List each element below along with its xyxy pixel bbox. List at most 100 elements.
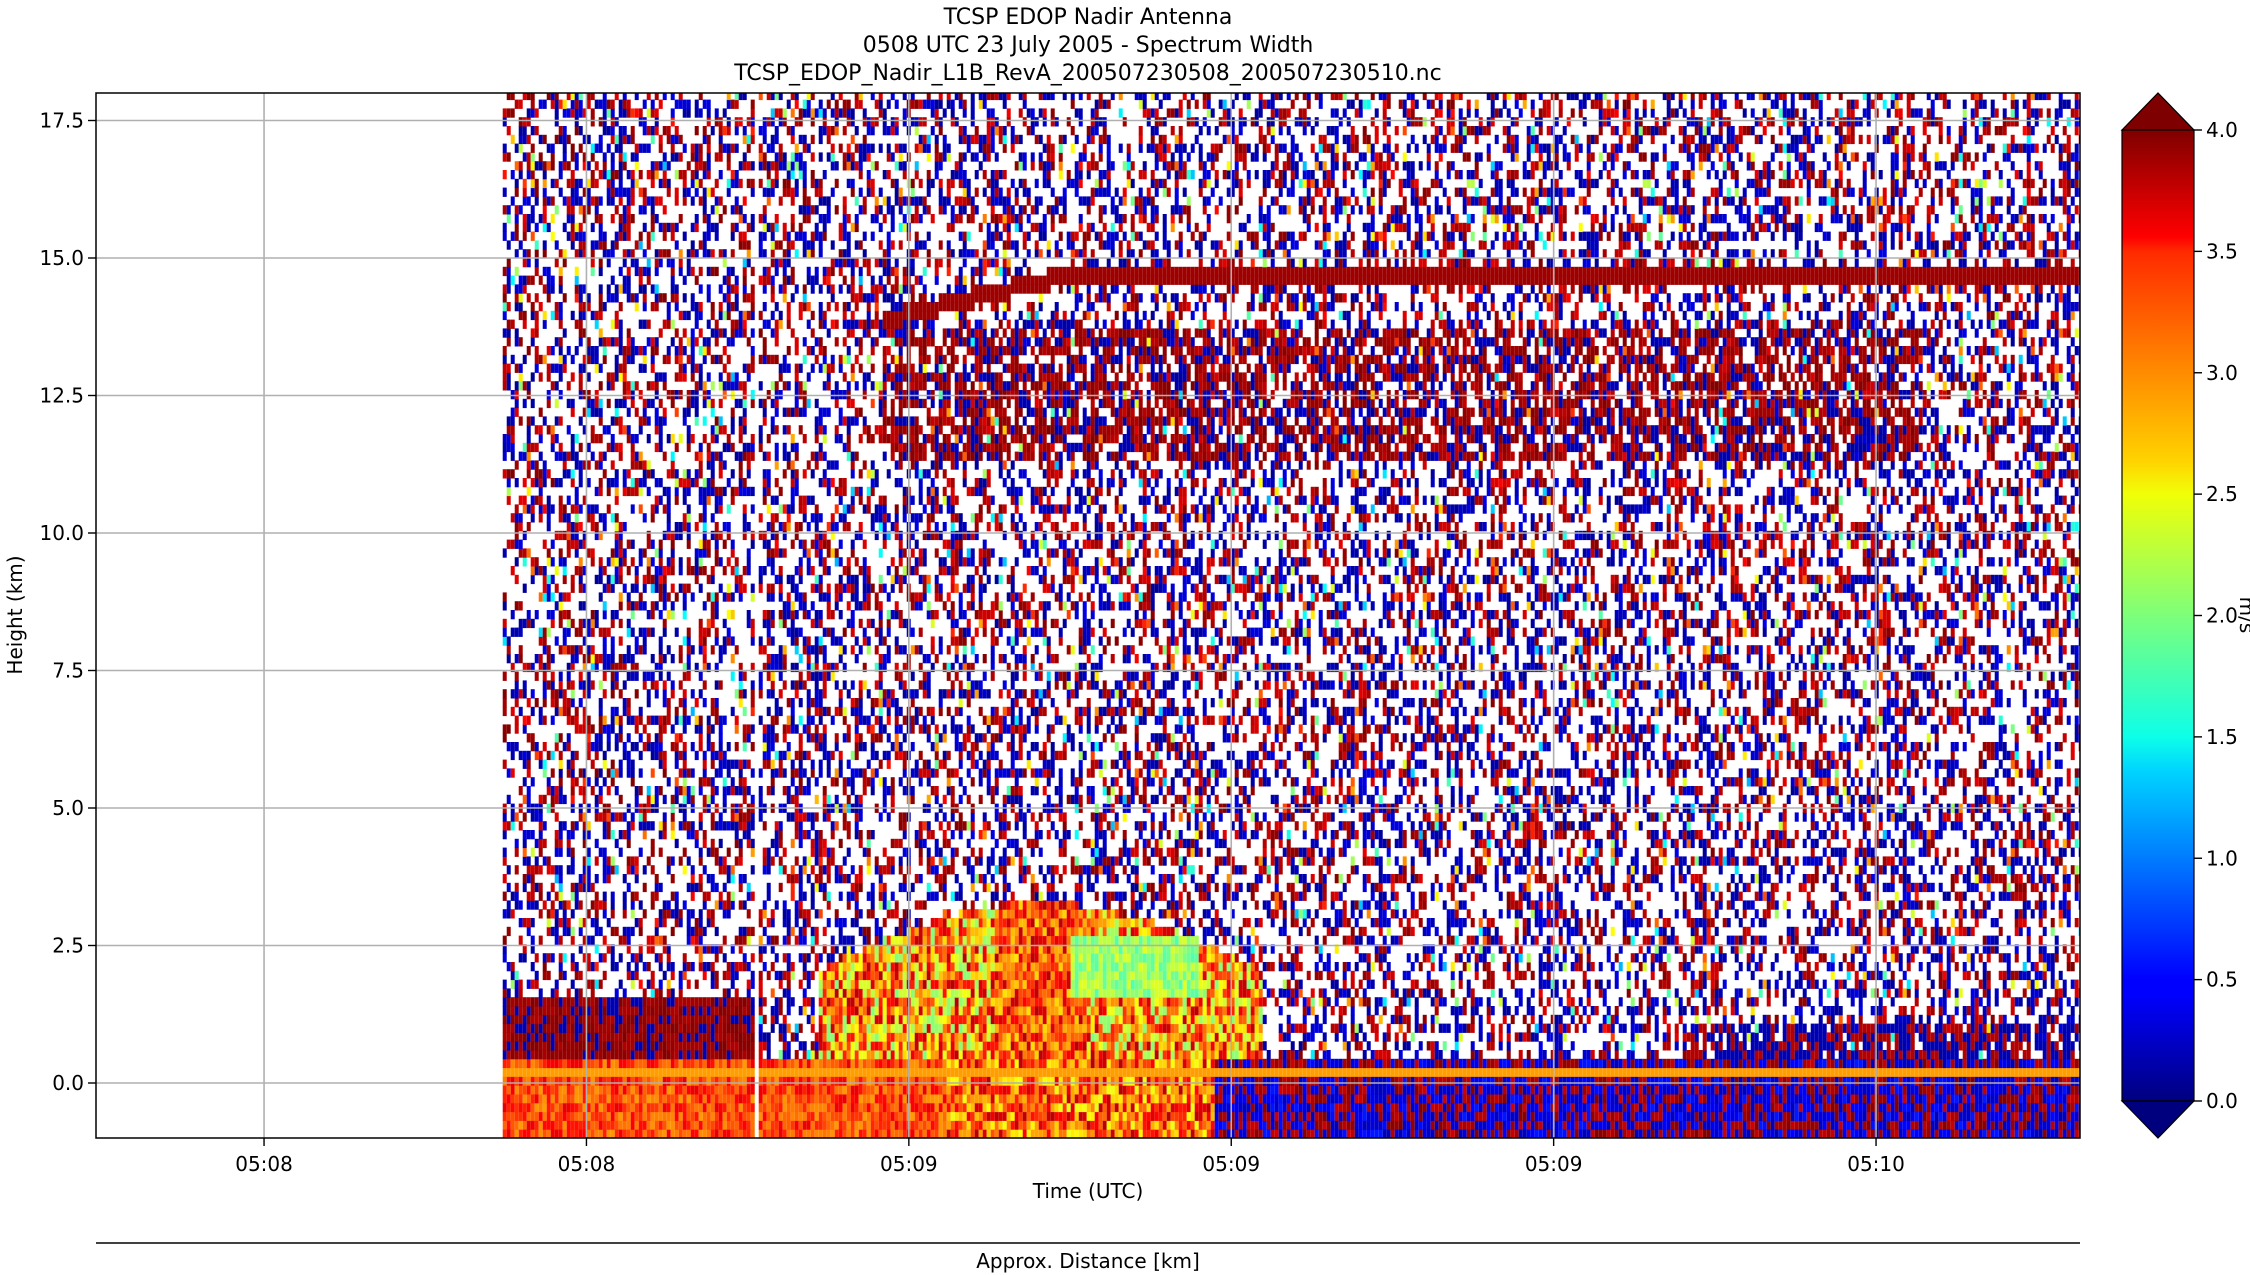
heatmap-cell: [503, 1103, 507, 1112]
heatmap-cell: [599, 258, 603, 267]
heatmap-cell: [575, 100, 579, 109]
heatmap-cell: [547, 645, 551, 654]
heatmap-cell: [579, 575, 583, 584]
heatmap-cell: [587, 443, 591, 452]
heatmap-cell: [511, 971, 515, 980]
heatmap-cell: [543, 196, 547, 205]
heatmap-cell: [615, 1112, 619, 1121]
heatmap-cell: [559, 839, 563, 848]
heatmap-cell: [575, 460, 579, 469]
heatmap-cell: [511, 91, 515, 100]
heatmap-cell: [559, 830, 563, 839]
heatmap-cell: [559, 1024, 563, 1033]
heatmap-cell: [519, 821, 523, 830]
heatmap-cell: [559, 900, 563, 909]
heatmap-cell: [575, 988, 579, 997]
heatmap-cell: [503, 328, 507, 337]
heatmap-cell: [571, 108, 575, 117]
heatmap-cell: [531, 205, 535, 214]
heatmap-cell: [503, 548, 507, 557]
heatmap-cell: [567, 619, 571, 628]
heatmap-cell: [607, 1006, 611, 1015]
heatmap-cell: [539, 372, 543, 381]
heatmap-cell: [587, 91, 591, 100]
heatmap-cell: [579, 1041, 583, 1050]
heatmap-cell: [587, 196, 591, 205]
heatmap-cell: [607, 399, 611, 408]
heatmap-cell: [571, 760, 575, 769]
heatmap-cell: [523, 724, 527, 733]
heatmap-cell: [555, 566, 559, 575]
heatmap-cell: [535, 654, 539, 663]
heatmap-cell: [603, 628, 607, 637]
heatmap-cell: [535, 293, 539, 302]
heatmap-cell: [559, 821, 563, 830]
heatmap-cell: [543, 135, 547, 144]
heatmap-cell: [543, 161, 547, 170]
heatmap-cell: [551, 1032, 555, 1041]
heatmap-cell: [571, 1076, 575, 1085]
heatmap-cell: [579, 1050, 583, 1059]
heatmap-cell: [555, 108, 559, 117]
heatmap-cell: [551, 1129, 555, 1138]
heatmap-cell: [591, 1041, 595, 1050]
heatmap-cell: [539, 566, 543, 575]
heatmap-cell: [571, 689, 575, 698]
heatmap-cell: [511, 1094, 515, 1103]
heatmap-cell: [547, 161, 551, 170]
heatmap-cell: [591, 619, 595, 628]
heatmap-cell: [615, 496, 619, 505]
heatmap-cell: [623, 1094, 627, 1103]
heatmap-cell: [619, 223, 623, 232]
heatmap-cell: [547, 927, 551, 936]
heatmap-cell: [535, 258, 539, 267]
heatmap-cell: [515, 980, 519, 989]
heatmap-cell: [535, 839, 539, 848]
heatmap-cell: [523, 496, 527, 505]
heatmap-cell: [587, 337, 591, 346]
heatmap-cell: [563, 196, 567, 205]
heatmap-cell: [571, 575, 575, 584]
heatmap-cell: [559, 390, 563, 399]
chart-title-line2: 0508 UTC 23 July 2005 - Spectrum Width: [863, 33, 1314, 58]
heatmap-cell: [519, 496, 523, 505]
heatmap-cell: [575, 513, 579, 522]
heatmap-cell: [595, 399, 599, 408]
heatmap-cell: [531, 1085, 535, 1094]
heatmap-cell: [503, 381, 507, 390]
heatmap-cell: [555, 1112, 559, 1121]
heatmap-cell: [555, 311, 559, 320]
heatmap-cell: [507, 997, 511, 1006]
heatmap-cell: [599, 196, 603, 205]
heatmap-cell: [527, 1024, 531, 1033]
heatmap-cell: [551, 786, 555, 795]
heatmap-cell: [579, 1103, 583, 1112]
heatmap-cell: [531, 848, 535, 857]
heatmap-cell: [519, 240, 523, 249]
heatmap-cell: [599, 707, 603, 716]
heatmap-cell: [579, 328, 583, 337]
heatmap-cell: [623, 1032, 627, 1041]
heatmap-cell: [603, 425, 607, 434]
heatmap-cell: [555, 1120, 559, 1129]
heatmap-cell: [559, 548, 563, 557]
heatmap-cell: [595, 1024, 599, 1033]
heatmap-cell: [515, 698, 519, 707]
heatmap-cell: [571, 1050, 575, 1059]
heatmap-cell: [555, 1085, 559, 1094]
heatmap-cell: [543, 179, 547, 188]
heatmap-cell: [619, 733, 623, 742]
heatmap-cell: [575, 346, 579, 355]
heatmap-cell: [587, 874, 591, 883]
heatmap-cell: [619, 531, 623, 540]
heatmap-cell: [599, 795, 603, 804]
heatmap-cell: [579, 1032, 583, 1041]
heatmap-cell: [543, 742, 547, 751]
heatmap-cell: [559, 768, 563, 777]
heatmap-cell: [579, 927, 583, 936]
heatmap-cell: [571, 1006, 575, 1015]
heatmap-cell: [571, 408, 575, 417]
heatmap-cell: [579, 698, 583, 707]
heatmap-cell: [527, 1094, 531, 1103]
heatmap-cell: [503, 953, 507, 962]
